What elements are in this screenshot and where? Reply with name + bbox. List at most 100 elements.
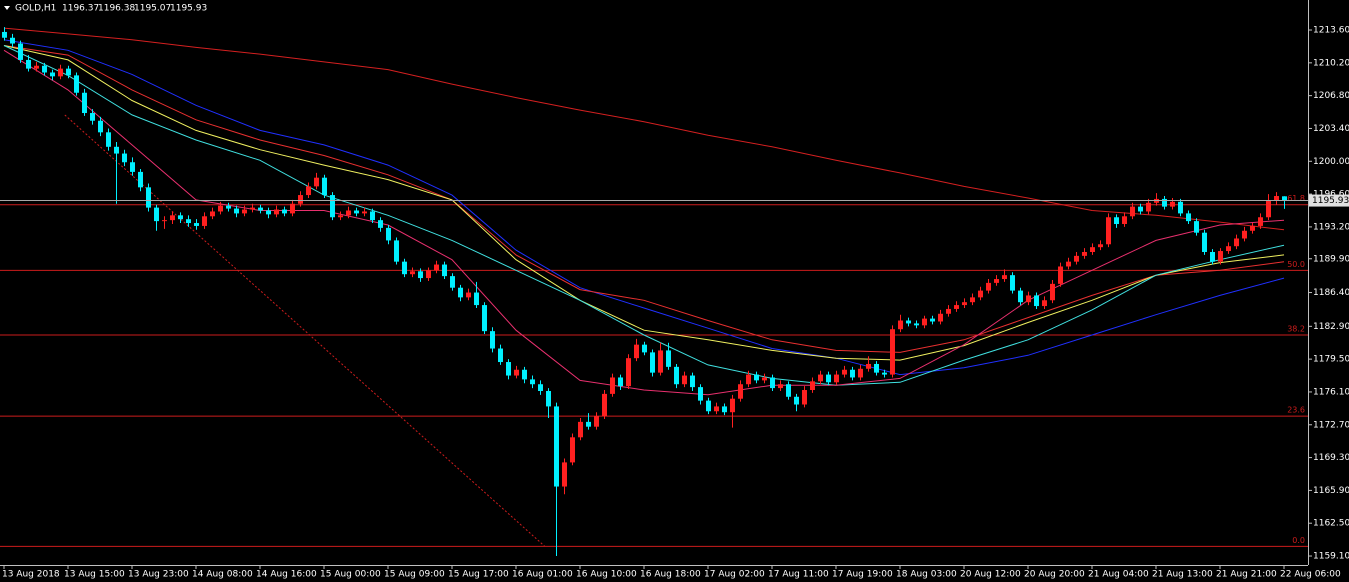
x-tick-label: 20 Aug 12:00 (960, 570, 1021, 580)
candle-body (162, 220, 167, 222)
candle-body (370, 211, 375, 221)
candle-body (1242, 230, 1247, 239)
candle-body (66, 68, 71, 76)
candle-body (1042, 300, 1047, 307)
candle-body (802, 390, 807, 405)
candle-body (1170, 201, 1175, 207)
candle-body (938, 313, 943, 322)
candle-body (714, 406, 719, 412)
candle-body (482, 305, 487, 332)
candle-body (338, 215, 343, 218)
candle-body (658, 350, 663, 373)
x-tick-label: 17 Aug 11:00 (768, 570, 829, 580)
candle-body (826, 374, 831, 383)
candle-body (138, 171, 143, 188)
candle-body (282, 209, 287, 214)
candle-body (314, 177, 319, 187)
x-tick-label: 13 Aug 15:00 (64, 570, 125, 580)
candle-body (266, 210, 271, 215)
candle-body (1026, 295, 1031, 303)
candle-body (1162, 198, 1167, 207)
candle-body (1218, 251, 1223, 262)
x-tick-label: 18 Aug 03:00 (896, 570, 957, 580)
candle-body (90, 113, 95, 121)
candle-body (762, 377, 767, 381)
candle-body (754, 374, 759, 381)
candle-body (506, 362, 511, 376)
candle-body (634, 344, 639, 359)
y-tick-label: 1186.40 (1313, 288, 1349, 298)
candle-body (866, 363, 871, 369)
candle-body (1050, 283, 1055, 301)
candle-body (354, 210, 359, 214)
candle-body (834, 374, 839, 383)
bid-label: 1195.93 (1312, 196, 1349, 206)
candle-body (274, 209, 279, 215)
plot-area: 0.0 23.6 38.2 50.0 61.8 (0, 27, 1308, 557)
candle-body (1058, 266, 1063, 284)
menu-arrow[interactable] (4, 6, 10, 10)
candle-body (258, 207, 263, 211)
y-tick-label: 1210.20 (1313, 58, 1349, 68)
candle-body (42, 65, 47, 73)
candle-body (82, 92, 87, 114)
candle-body (602, 393, 607, 417)
fib-label: 23.6 (1287, 406, 1305, 415)
candle-body (1098, 244, 1103, 248)
candle-body (130, 162, 135, 172)
candle-body (2, 31, 7, 38)
candle-body (450, 276, 455, 288)
candle-body (322, 177, 327, 196)
symbol: GOLD,H1 (15, 4, 56, 14)
candle-body (1186, 213, 1191, 222)
candle-body (1114, 217, 1119, 225)
candle-body (146, 187, 151, 208)
candle-body (1282, 196, 1287, 201)
candle-body (186, 219, 191, 224)
candle-body (770, 377, 775, 389)
y-tick-label: 1213.60 (1313, 26, 1349, 36)
x-tick-label: 17 Aug 02:00 (704, 570, 765, 580)
y-tick-label: 1159.10 (1313, 552, 1349, 562)
candle-body (34, 65, 39, 69)
moving-average (3, 45, 1285, 361)
candle-body (1178, 201, 1183, 214)
candle-body (562, 462, 567, 487)
candle-body (98, 120, 103, 133)
fib-label: 38.2 (1287, 325, 1305, 334)
candle-body (986, 282, 991, 291)
candle-body (810, 381, 815, 391)
candle-body (914, 323, 919, 326)
candle-body (890, 329, 895, 375)
header-open: 1196.37 (62, 4, 99, 14)
candle-body (786, 384, 791, 397)
candle-body (738, 384, 743, 399)
candle-body (346, 210, 351, 216)
candle-body (18, 43, 23, 60)
candle-body (954, 305, 959, 309)
candle-body (442, 264, 447, 277)
x-tick-label: 14 Aug 08:00 (192, 570, 253, 580)
candle-body (1210, 252, 1215, 262)
candle-body (586, 421, 591, 427)
moving-average (3, 45, 1285, 386)
candle-body (1082, 252, 1087, 256)
candle-body (1066, 261, 1071, 267)
candle-body (26, 59, 31, 69)
candle-body (122, 153, 127, 163)
candle-body (538, 384, 543, 391)
candle-body (474, 292, 479, 306)
x-tick-label: 16 Aug 10:00 (576, 570, 637, 580)
y-tick-label: 1182.90 (1313, 322, 1349, 332)
candle-body (58, 68, 63, 77)
candle-body (234, 208, 239, 214)
candle-body (218, 205, 223, 212)
candle-body (226, 205, 231, 209)
candle-body (730, 398, 735, 413)
candle-body (1074, 255, 1079, 262)
candle-body (434, 264, 439, 271)
candle-body (418, 271, 423, 279)
candle-body (690, 375, 695, 388)
